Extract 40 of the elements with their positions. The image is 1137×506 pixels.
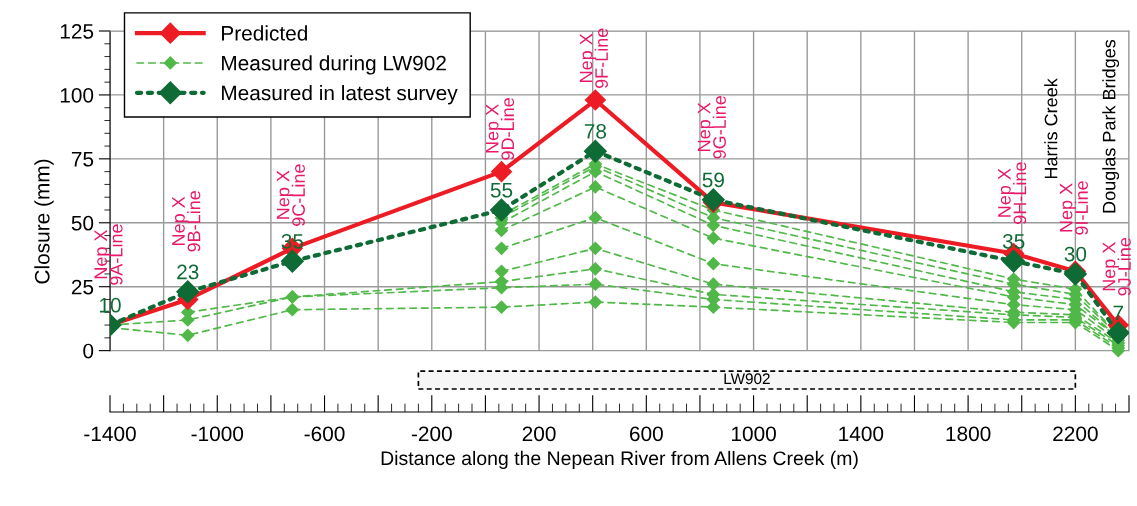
x-tick-label: 200 [522, 426, 556, 442]
y-tick-label: 75 [71, 152, 94, 167]
data-label: 78 [584, 123, 607, 139]
data-label: 59 [702, 172, 724, 188]
y-tick-label: 0 [83, 343, 94, 359]
annotation: Douglas Park Bridges [1102, 39, 1120, 213]
x-tick-label: 1800 [946, 426, 991, 442]
legend-label: Measured in latest survey [222, 85, 458, 105]
annotation: Nep X 9H-Line [998, 162, 1027, 224]
data-label: 35 [1002, 233, 1025, 249]
annotation: Nep X 9F-Line [579, 28, 608, 89]
y-tick-label: 25 [71, 279, 94, 295]
x-tick-label: -1400 [84, 426, 136, 442]
band-label: LW902 [724, 373, 770, 385]
data-label: 30 [1064, 246, 1087, 262]
x-tick-label: 1000 [732, 426, 776, 442]
annotation: Nep X 9D-Line [486, 98, 515, 160]
y-tick-label: 100 [60, 87, 94, 103]
data-label: 23 [177, 264, 199, 280]
legend-label: Predicted [222, 25, 307, 41]
annotation: Nep X 9A-Line [94, 224, 123, 285]
x-tick-label: 2200 [1053, 426, 1098, 442]
annotation: Nep X 9G-Line [697, 95, 726, 159]
y-tick-label: 50 [71, 215, 94, 231]
x-tick-label: -200 [411, 426, 452, 442]
annotation: Nep X 9J-Line [1102, 237, 1131, 296]
legend-label: Measured during LW902 [222, 55, 446, 75]
y-axis-title: Closure (mm) [34, 159, 54, 284]
y-tick-label: 125 [60, 24, 94, 39]
x-axis-title: Distance along the Nepean River from Allens Creek (m) [381, 450, 858, 469]
annotation: Harris Creek [1044, 78, 1058, 179]
data-label: 7 [1113, 305, 1124, 321]
annotation: Nep X 9C-Line [276, 164, 305, 226]
x-tick-label: 1400 [839, 426, 884, 442]
x-tick-label: -1000 [191, 426, 244, 442]
annotation: Nep X 9I-Line [1059, 181, 1088, 235]
data-label: 55 [490, 183, 513, 198]
x-tick-label: -600 [304, 426, 345, 442]
annotation: Nep X 9B-Line [172, 191, 201, 252]
x-tick-label: 600 [630, 426, 663, 442]
